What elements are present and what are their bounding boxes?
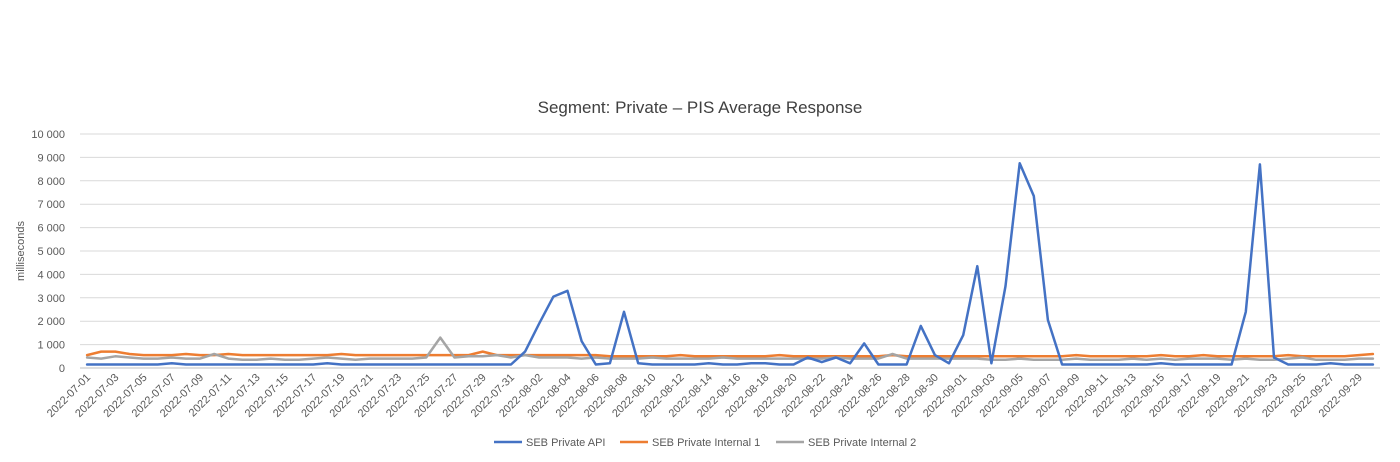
series-lines xyxy=(85,162,1375,366)
series-line-2 xyxy=(85,350,1375,358)
y-tick-label: 0 xyxy=(59,363,65,375)
y-tick-label: 5 000 xyxy=(37,246,65,258)
y-axis-label: milliseconds xyxy=(15,221,27,281)
y-axis-ticks: 0 1 000 2 000 3 000 4 000 5 000 6 000 7 000 8 00… xyxy=(31,129,65,375)
legend-label: SEB Private Internal 2 xyxy=(808,437,916,449)
series-line-1 xyxy=(85,162,1375,366)
y-tick-label: 3 000 xyxy=(37,293,65,305)
y-tick-label: 8 000 xyxy=(37,176,65,188)
y-tick-label: 9 000 xyxy=(37,152,65,164)
series-line-3 xyxy=(85,336,1375,362)
x-axis-ticks: 2022-07-012022-07-032022-07-052022-07-07… xyxy=(45,372,1365,420)
legend-label: SEB Private Internal 1 xyxy=(652,437,760,449)
y-tick-label: 2 000 xyxy=(37,316,65,328)
y-tick-label: 10 000 xyxy=(31,129,65,141)
y-tick-label: 6 000 xyxy=(37,223,65,235)
legend-label: SEB Private API xyxy=(526,437,605,449)
chart-title: Segment: Private – PIS Average Response xyxy=(538,98,863,117)
y-tick-label: 1 000 xyxy=(37,340,65,352)
gridlines xyxy=(80,133,1380,369)
y-tick-label: 7 000 xyxy=(37,199,65,211)
legend: SEB Private API SEB Private Internal 1 SEB… xyxy=(494,437,916,449)
y-tick-label: 4 000 xyxy=(37,269,65,281)
